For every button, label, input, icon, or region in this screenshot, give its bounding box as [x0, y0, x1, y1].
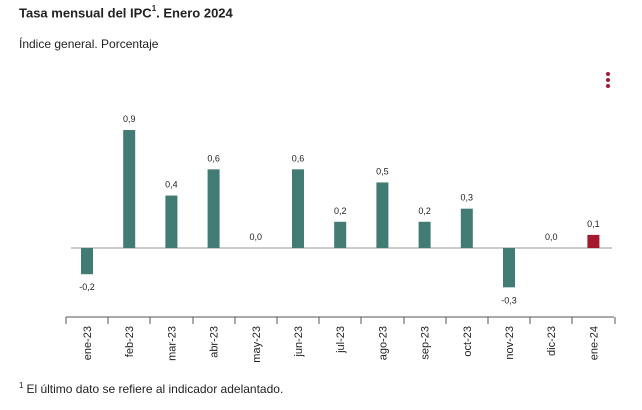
- footnote: 1 El último dato se refiere al indicador …: [19, 381, 283, 396]
- x-tick-label-mar-23: mar-23: [166, 326, 178, 361]
- footnote-text: El último dato se refiere al indicador a…: [26, 382, 284, 396]
- title-footnote-marker: 1: [151, 4, 157, 13]
- bar-ago-23: [376, 182, 389, 248]
- vertical-ellipsis-icon: [606, 78, 610, 82]
- chart-subtitle: Índice general. Porcentaje: [19, 37, 159, 51]
- title-text: Tasa mensual del IPC: [19, 5, 152, 21]
- x-tick-label-may-23: may-23: [251, 326, 263, 363]
- data-label-ene-23: -0,2: [79, 282, 95, 292]
- options-menu-button[interactable]: [603, 71, 613, 91]
- x-tick-label-jul-23: jul-23: [335, 326, 347, 354]
- bar-nov-23: [503, 248, 515, 288]
- bar-ene-23: [81, 248, 93, 275]
- data-label-may-23: 0,0: [250, 232, 263, 242]
- x-tick-label-abr-23: abr-23: [209, 326, 221, 358]
- vertical-ellipsis-icon: [606, 84, 610, 88]
- footnote-marker: 1: [19, 381, 24, 390]
- x-tick-label-oct-23: oct-23: [462, 326, 474, 357]
- data-label-feb-23: 0,9: [123, 114, 136, 124]
- data-label-sep-23: 0,2: [418, 206, 431, 216]
- x-tick-label-sep-23: sep-23: [420, 326, 432, 360]
- data-label-jul-23: 0,2: [334, 206, 347, 216]
- x-tick-label-feb-23: feb-23: [124, 326, 136, 357]
- x-tick-label-jun-23: jun-23: [293, 326, 305, 358]
- data-label-nov-23: -0,3: [501, 295, 517, 305]
- vertical-ellipsis-icon: [606, 72, 610, 76]
- x-tick-label-ene-24: ene-24: [588, 326, 600, 360]
- data-label-oct-23: 0,3: [461, 193, 474, 203]
- bar-oct-23: [460, 208, 473, 248]
- data-label-abr-23: 0,6: [207, 153, 220, 163]
- bar-chart: -0,2 0,9 0,4 0,6 0,0 0,6 0,2 0,5 0,2 0,3 -0,3 0,0 0,…: [65, 114, 616, 363]
- data-label-dic-23: 0,0: [545, 232, 558, 242]
- data-label-ago-23: 0,5: [376, 166, 389, 176]
- title-date: . Enero 2024: [156, 5, 233, 21]
- data-label-ene-24: 0,1: [587, 219, 600, 229]
- bar-jul-23: [334, 221, 347, 248]
- data-label-mar-23: 0,4: [165, 180, 178, 190]
- x-tick-label-nov-23: nov-23: [504, 326, 516, 360]
- data-label-jun-23: 0,6: [292, 153, 305, 163]
- bar-abr-23: [207, 169, 220, 248]
- bar-ene-24: [587, 234, 600, 248]
- x-tick-label-ago-23: ago-23: [377, 326, 389, 360]
- x-tick-label-ene-23: ene-23: [82, 326, 94, 360]
- chart-title: Tasa mensual del IPC1. Enero 2024: [19, 4, 233, 21]
- x-tick-label-dic-23: dic-23: [546, 326, 558, 356]
- bar-feb-23: [123, 130, 136, 248]
- bar-mar-23: [165, 195, 178, 248]
- bar-jun-23: [292, 169, 304, 248]
- bar-sep-23: [418, 221, 431, 248]
